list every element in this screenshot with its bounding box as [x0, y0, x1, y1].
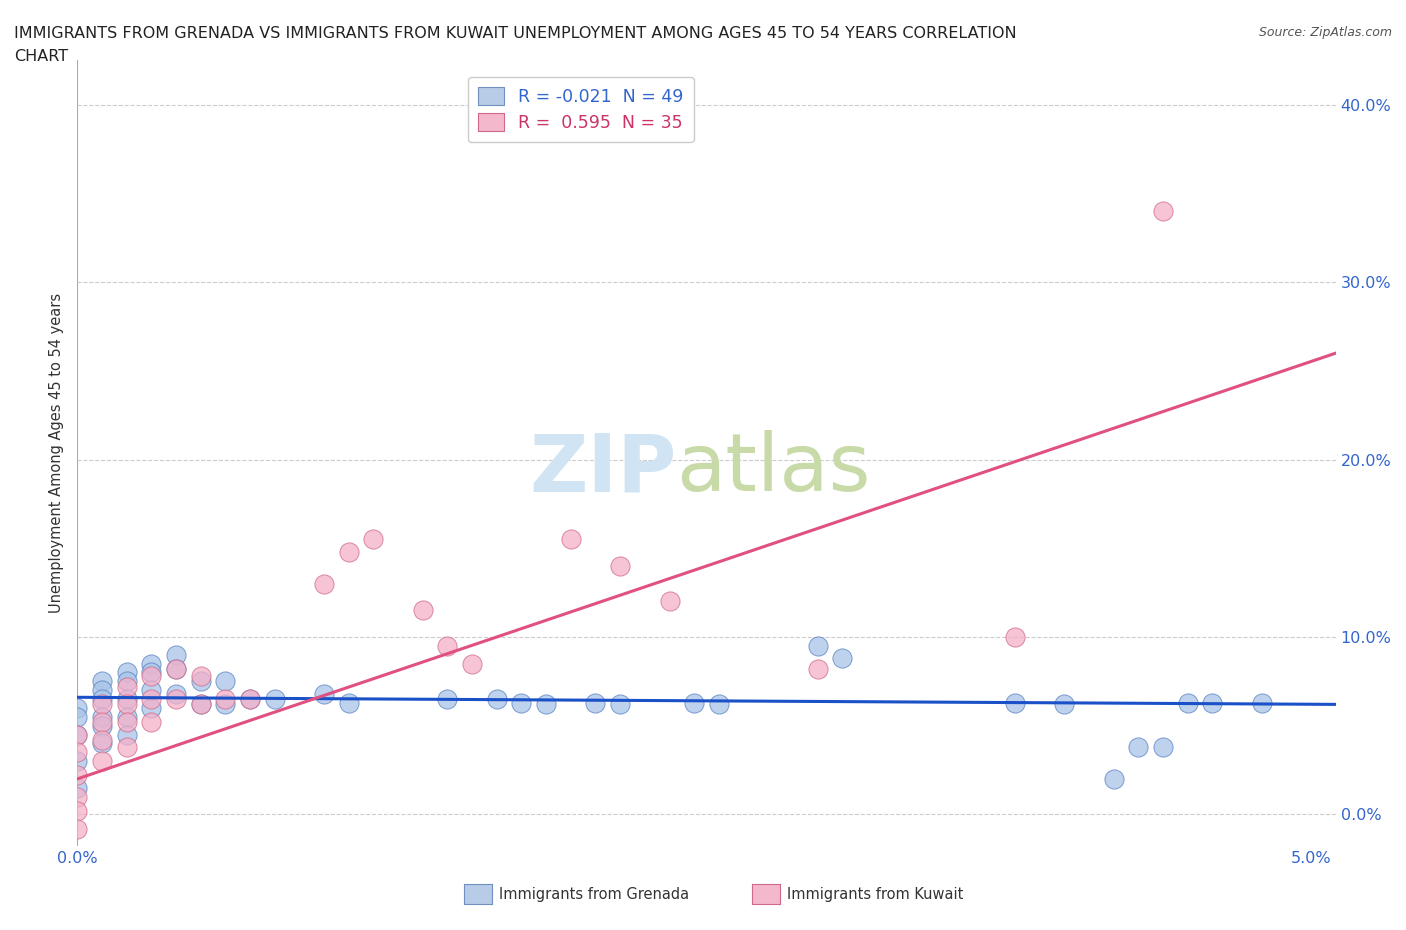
Point: [115, 710, 138, 724]
Point: [239, 692, 262, 707]
Point: [91, 697, 114, 711]
Point: [165, 661, 187, 676]
Point: [312, 577, 335, 591]
Point: [1152, 739, 1174, 754]
Point: [115, 692, 138, 707]
Text: atlas: atlas: [676, 430, 870, 508]
Point: [190, 674, 212, 689]
Point: [1004, 630, 1026, 644]
Point: [91, 753, 114, 768]
Point: [141, 683, 163, 698]
Legend: R = -0.021  N = 49, R =  0.595  N = 35: R = -0.021 N = 49, R = 0.595 N = 35: [468, 77, 693, 142]
Point: [165, 692, 187, 707]
Point: [165, 686, 187, 701]
Point: [510, 695, 533, 710]
Point: [436, 638, 458, 653]
Point: [91, 683, 114, 698]
Point: [66, 710, 89, 724]
Point: [1177, 695, 1199, 710]
Point: [1004, 695, 1026, 710]
Point: [1102, 772, 1125, 787]
Point: [412, 603, 434, 618]
Point: [1201, 695, 1223, 710]
Point: [190, 669, 212, 684]
Point: [806, 638, 828, 653]
Point: [609, 697, 631, 711]
Point: [66, 753, 89, 768]
Point: [436, 692, 458, 707]
Point: [115, 739, 138, 754]
Point: [141, 665, 163, 680]
Point: [1152, 204, 1174, 219]
Point: [806, 661, 828, 676]
Text: Immigrants from Grenada: Immigrants from Grenada: [499, 887, 689, 902]
Point: [141, 669, 163, 684]
Point: [66, 768, 89, 783]
Point: [560, 532, 582, 547]
Point: [66, 821, 89, 836]
Point: [66, 790, 89, 804]
Point: [141, 700, 163, 715]
Point: [66, 727, 89, 742]
Text: Source: ZipAtlas.com: Source: ZipAtlas.com: [1258, 26, 1392, 39]
Point: [91, 692, 114, 707]
Point: [363, 532, 385, 547]
Point: [461, 657, 484, 671]
Point: [609, 559, 631, 574]
Point: [1053, 697, 1076, 711]
Point: [115, 697, 138, 711]
Point: [214, 697, 236, 711]
Point: [165, 661, 187, 676]
Point: [214, 692, 236, 707]
Point: [239, 692, 262, 707]
Point: [66, 700, 89, 715]
Point: [534, 697, 557, 711]
Point: [91, 714, 114, 729]
Point: [658, 594, 681, 609]
Point: [115, 665, 138, 680]
Point: [337, 544, 360, 559]
Point: [1250, 695, 1272, 710]
Point: [91, 733, 114, 748]
Y-axis label: Unemployment Among Ages 45 to 54 years: Unemployment Among Ages 45 to 54 years: [49, 293, 65, 614]
Point: [115, 674, 138, 689]
Point: [707, 697, 730, 711]
Point: [66, 780, 89, 795]
Point: [1128, 739, 1150, 754]
Text: CHART: CHART: [14, 49, 67, 64]
Point: [214, 674, 236, 689]
Point: [141, 714, 163, 729]
Point: [115, 727, 138, 742]
Text: ZIP: ZIP: [529, 430, 676, 508]
Point: [66, 745, 89, 760]
Point: [66, 727, 89, 742]
Point: [91, 718, 114, 733]
Point: [115, 714, 138, 729]
Point: [66, 804, 89, 818]
Point: [91, 710, 114, 724]
Point: [91, 674, 114, 689]
Point: [683, 695, 706, 710]
Point: [91, 736, 114, 751]
Point: [312, 686, 335, 701]
Text: Immigrants from Kuwait: Immigrants from Kuwait: [787, 887, 963, 902]
Point: [190, 697, 212, 711]
Point: [165, 647, 187, 662]
Point: [585, 695, 607, 710]
Point: [485, 692, 508, 707]
Point: [115, 679, 138, 694]
Point: [141, 692, 163, 707]
Point: [831, 651, 853, 666]
Point: [141, 657, 163, 671]
Point: [190, 697, 212, 711]
Point: [263, 692, 285, 707]
Text: IMMIGRANTS FROM GRENADA VS IMMIGRANTS FROM KUWAIT UNEMPLOYMENT AMONG AGES 45 TO : IMMIGRANTS FROM GRENADA VS IMMIGRANTS FR…: [14, 26, 1017, 41]
Point: [337, 695, 360, 710]
